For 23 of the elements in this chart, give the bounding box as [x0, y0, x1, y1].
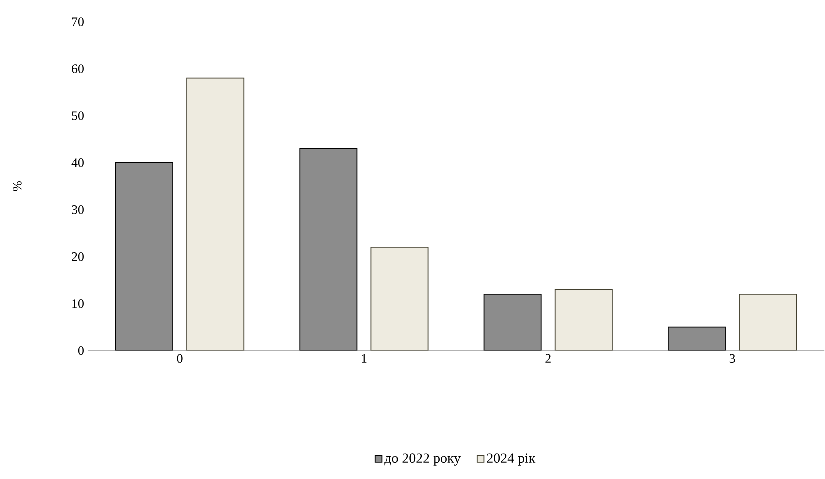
bar [484, 294, 542, 351]
y-tick-label: 40 [72, 158, 84, 168]
bar [370, 247, 429, 351]
legend-label: до 2022 року [384, 454, 461, 466]
y-tick-label: 50 [72, 112, 84, 120]
bar [186, 78, 245, 351]
y-axis-title: % [13, 182, 22, 192]
bar [116, 162, 174, 351]
y-tick-label: 30 [72, 206, 84, 214]
x-tick-label: 2 [546, 354, 551, 364]
y-tick-label: 70 [72, 18, 84, 26]
bar [554, 289, 613, 351]
legend-label: 2024 рік [487, 454, 536, 466]
bar [739, 294, 798, 351]
y-tick-label: 20 [72, 252, 84, 262]
x-tick-label: 1 [362, 354, 367, 364]
x-tick-label: 0 [177, 354, 183, 364]
x-tick-label: 3 [730, 354, 736, 364]
bar [300, 148, 358, 351]
y-tick-label: 10 [72, 300, 84, 308]
bar [668, 327, 726, 351]
y-tick-label: 60 [72, 64, 84, 74]
y-tick-label: 0 [78, 346, 84, 356]
